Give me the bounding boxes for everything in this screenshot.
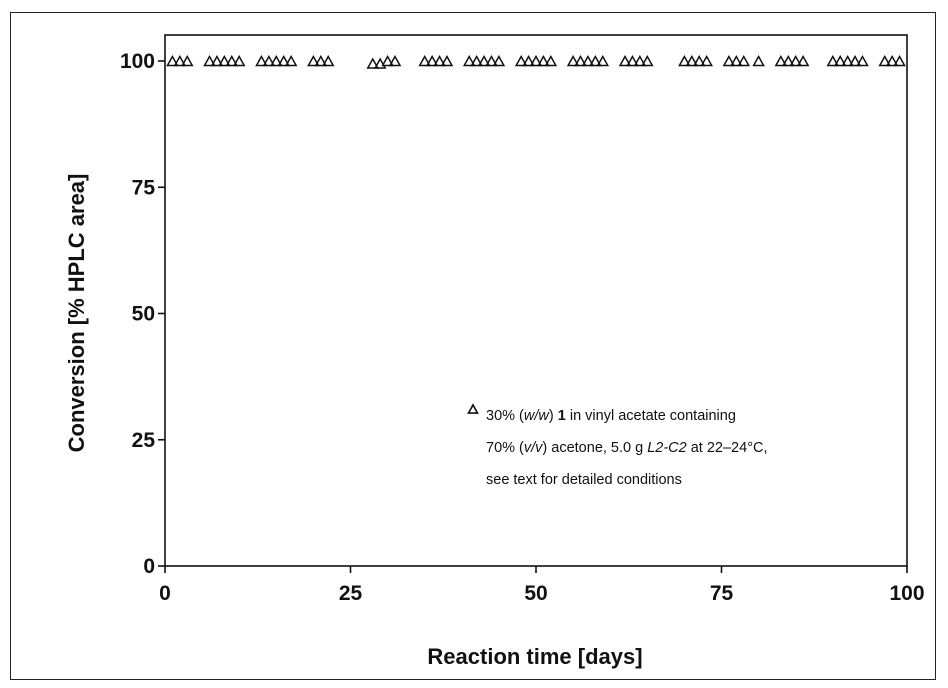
data-point bbox=[388, 54, 402, 67]
data-point bbox=[477, 54, 491, 67]
data-point bbox=[366, 57, 380, 69]
x-tick-label: 50 bbox=[524, 582, 547, 605]
data-point bbox=[321, 54, 335, 67]
data-point bbox=[774, 54, 788, 67]
data-point bbox=[203, 54, 216, 67]
data-point bbox=[782, 54, 795, 67]
y-axis-title: Conversion [% HPLC area] bbox=[64, 174, 89, 453]
legend-line-3: see text for detailed conditions bbox=[486, 472, 682, 488]
data-point bbox=[678, 54, 691, 67]
data-point bbox=[485, 54, 498, 67]
data-point bbox=[826, 54, 840, 67]
data-point bbox=[462, 54, 476, 67]
data-point bbox=[373, 57, 387, 69]
legend-marker bbox=[467, 403, 479, 414]
legend-line-1: 30% (w/w) 1 in vinyl acetate containing bbox=[486, 408, 736, 424]
data-point bbox=[685, 54, 699, 67]
legend: 30% (w/w) 1 in vinyl acetate containing … bbox=[467, 403, 768, 488]
data-point bbox=[173, 54, 187, 67]
data-point bbox=[255, 54, 268, 67]
data-point bbox=[700, 54, 713, 67]
data-point bbox=[856, 54, 869, 67]
data-points bbox=[166, 54, 906, 69]
data-point bbox=[841, 54, 854, 67]
legend-line-2: 70% (v/v) acetone, 5.0 g L2-C2 at 22–24°… bbox=[486, 440, 768, 456]
data-point bbox=[581, 54, 595, 67]
data-point bbox=[314, 54, 328, 67]
data-point bbox=[522, 54, 535, 67]
data-point bbox=[425, 54, 439, 67]
data-point bbox=[796, 54, 810, 67]
data-point bbox=[885, 54, 899, 67]
data-point bbox=[514, 54, 528, 67]
data-point bbox=[440, 54, 454, 67]
data-point bbox=[307, 54, 320, 67]
data-point bbox=[730, 54, 743, 67]
data-point bbox=[722, 54, 736, 67]
data-point bbox=[596, 54, 610, 67]
data-point bbox=[225, 54, 239, 67]
data-point bbox=[752, 54, 765, 67]
y-tick-label: 25 bbox=[132, 429, 156, 452]
data-point bbox=[418, 54, 431, 67]
data-point bbox=[537, 54, 550, 67]
data-point bbox=[641, 54, 654, 67]
data-point bbox=[470, 54, 483, 67]
data-point bbox=[589, 54, 602, 67]
data-point bbox=[544, 54, 558, 67]
y-tick-label: 50 bbox=[132, 303, 155, 326]
x-tick-label: 75 bbox=[710, 582, 734, 605]
data-point bbox=[737, 54, 751, 67]
data-point bbox=[618, 54, 632, 67]
data-point bbox=[692, 54, 706, 67]
y-tick-label: 0 bbox=[143, 555, 155, 578]
data-point bbox=[848, 54, 862, 67]
data-point bbox=[232, 54, 246, 67]
data-point bbox=[180, 54, 194, 67]
data-point bbox=[492, 54, 506, 67]
data-point bbox=[833, 54, 847, 67]
data-point bbox=[381, 54, 394, 67]
data-point bbox=[166, 54, 179, 67]
data-point bbox=[262, 54, 276, 67]
axis-ticks: 0 25 50 75 100 0 25 50 75 100 bbox=[120, 50, 925, 605]
data-point bbox=[529, 54, 543, 67]
data-point bbox=[626, 54, 639, 67]
data-point bbox=[566, 54, 580, 67]
data-point bbox=[878, 54, 892, 67]
x-axis-title: Reaction time [days] bbox=[427, 644, 642, 669]
x-tick-label: 100 bbox=[889, 582, 924, 605]
y-tick-label: 75 bbox=[132, 176, 156, 199]
data-point bbox=[277, 54, 290, 67]
x-tick-label: 25 bbox=[339, 582, 363, 605]
data-point bbox=[270, 54, 283, 67]
x-tick-label: 0 bbox=[159, 582, 171, 605]
data-point bbox=[284, 54, 298, 67]
data-point bbox=[433, 54, 446, 67]
data-point bbox=[210, 54, 224, 67]
data-point bbox=[789, 54, 802, 67]
data-point bbox=[893, 54, 906, 67]
data-point bbox=[218, 54, 231, 67]
data-point bbox=[633, 54, 647, 67]
y-tick-label: 100 bbox=[120, 50, 155, 73]
data-point bbox=[574, 54, 587, 67]
